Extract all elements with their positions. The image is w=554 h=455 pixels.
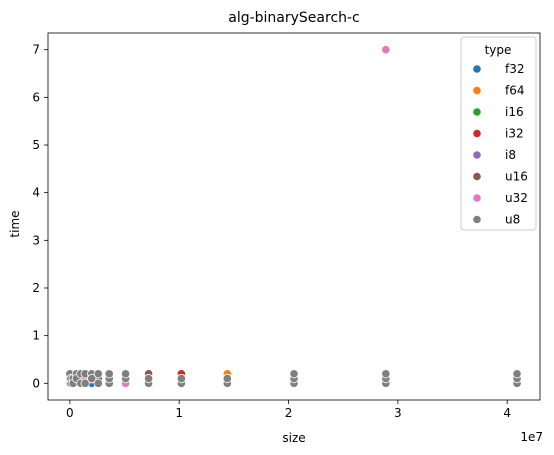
legend-label: u8: [505, 213, 520, 227]
data-points: [65, 45, 522, 388]
y-tick-label: 0: [32, 376, 40, 390]
legend-marker-u32: [472, 193, 482, 203]
data-point-u8: [93, 378, 103, 388]
legend-marker-u16: [472, 171, 482, 182]
data-point-u8: [104, 369, 114, 379]
x-tick-label: 0: [66, 406, 74, 420]
y-tick-label: 5: [32, 138, 40, 152]
legend-marker-u8: [472, 214, 482, 225]
legend-label: u16: [505, 170, 528, 184]
x-axis-ticks: 0 1 2 3 4: [66, 400, 511, 420]
data-point-u8: [289, 369, 299, 379]
legend-marker-f32: [472, 64, 482, 74]
x-axis-offset-label: 1e7: [520, 430, 543, 444]
legend: type f32 f64 i16 i32 i8 u16 u32 u8: [460, 36, 537, 231]
x-axis-label: size: [282, 431, 305, 445]
data-point-u8: [512, 369, 522, 379]
legend-box: [460, 36, 537, 231]
y-tick-label: 2: [32, 281, 40, 295]
legend-label: i8: [505, 148, 516, 162]
legend-label: i32: [505, 127, 524, 141]
data-point-u8: [93, 369, 103, 379]
x-tick-label: 4: [503, 406, 511, 420]
chart-title: alg-binarySearch-c: [228, 10, 360, 26]
x-tick-label: 1: [175, 406, 183, 420]
data-point-u32: [381, 45, 391, 55]
legend-marker-f64: [472, 85, 482, 96]
y-tick-label: 7: [32, 43, 40, 57]
legend-label: f32: [505, 62, 525, 76]
data-point-u8: [80, 378, 90, 388]
y-tick-label: 3: [32, 233, 40, 247]
legend-marker-i8: [472, 150, 482, 160]
plot-frame: [47, 32, 541, 401]
data-point-u8: [143, 373, 154, 384]
data-point-u8: [87, 373, 97, 384]
legend-label: u32: [505, 191, 528, 205]
legend-label: f64: [505, 84, 525, 98]
y-axis-ticks: 0 1 2 3 4 5 6 7: [32, 43, 48, 390]
data-point-u8: [222, 373, 232, 384]
legend-title: type: [485, 43, 512, 57]
data-point-u8: [121, 369, 131, 379]
legend-label: i16: [505, 105, 524, 119]
data-point-u8: [176, 373, 186, 384]
y-tick-label: 4: [32, 186, 40, 200]
x-tick-label: 3: [394, 406, 402, 420]
legend-marker-i16: [472, 107, 482, 117]
y-axis-label: time: [8, 210, 22, 237]
data-point-u8: [381, 369, 391, 379]
legend-marker-i32: [472, 128, 482, 139]
y-tick-label: 1: [32, 329, 40, 343]
y-tick-label: 6: [32, 90, 40, 104]
x-tick-label: 2: [285, 406, 293, 420]
legend-items: f32 f64 i16 i32 i8 u16 u32 u8: [472, 62, 528, 227]
